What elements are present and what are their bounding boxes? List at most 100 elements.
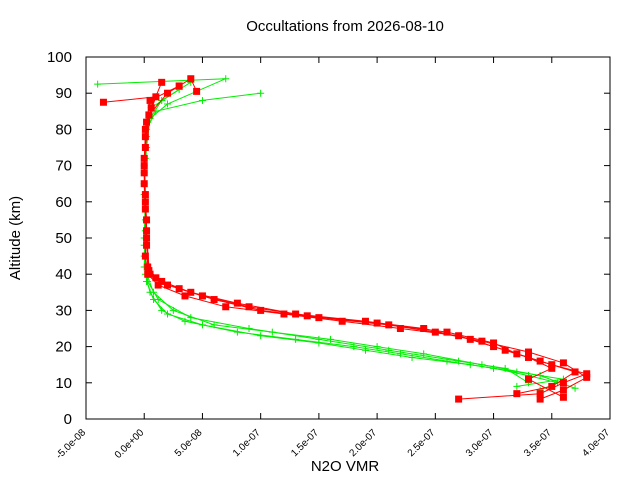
data-point-square	[559, 379, 567, 387]
data-point-plus	[164, 100, 172, 108]
data-point-plus	[373, 343, 381, 351]
data-point-square	[147, 104, 155, 112]
data-point-square	[524, 375, 532, 383]
data-point-plus	[222, 75, 230, 83]
data-point-square	[478, 337, 486, 345]
y-tick-label: 50	[55, 230, 72, 247]
data-point-plus	[245, 325, 253, 332]
data-point-square	[455, 332, 463, 340]
data-point-square	[280, 310, 288, 318]
y-axis-label: Altitude (km)	[7, 196, 24, 280]
data-point-square	[210, 296, 218, 304]
chart-title: Occultations from 2026-08-10	[246, 18, 444, 35]
y-tick-label: 80	[55, 121, 72, 138]
data-point-square	[315, 314, 323, 322]
data-point-square	[338, 317, 346, 325]
y-tick-label: 60	[55, 194, 72, 211]
data-point-square	[222, 303, 230, 311]
data-point-plus	[181, 317, 189, 325]
data-point-square	[536, 395, 544, 403]
data-point-plus	[513, 382, 521, 390]
data-point-plus	[154, 296, 162, 304]
data-point-square	[583, 373, 591, 381]
x-tick-label: -5.0e-08	[54, 427, 88, 461]
data-point-plus	[187, 314, 195, 322]
y-tick-label: 10	[55, 375, 72, 392]
data-point-square	[143, 241, 151, 249]
y-tick-label: 40	[55, 266, 72, 283]
data-point-plus	[455, 357, 463, 365]
x-tick-label: 3.0e-07	[464, 427, 496, 459]
data-point-square	[373, 319, 381, 327]
data-point-square	[164, 89, 172, 97]
data-point-square	[524, 348, 532, 356]
data-point-square	[431, 328, 439, 336]
data-point-square	[198, 292, 206, 300]
data-point-square	[187, 75, 195, 83]
data-point-square	[154, 281, 162, 289]
data-point-square	[144, 263, 152, 271]
data-point-square	[303, 312, 311, 320]
x-tick-label: 3.5e-07	[522, 427, 554, 459]
x-tick-label: 0.0e+00	[113, 427, 147, 461]
data-point-square	[141, 133, 149, 141]
data-point-square	[548, 382, 556, 390]
plot-area	[85, 56, 611, 420]
data-point-square	[141, 252, 149, 260]
data-point-plus	[94, 80, 102, 88]
data-point-square	[143, 118, 151, 126]
data-point-square	[396, 325, 404, 332]
data-point-square	[181, 292, 189, 300]
data-point-square	[145, 267, 153, 275]
data-point-square	[443, 328, 451, 336]
data-point-square	[164, 281, 172, 289]
data-point-square	[146, 270, 154, 278]
data-point-square	[193, 87, 201, 95]
y-tick-label: 100	[47, 49, 72, 66]
y-axis: 0 10 20 30 40 50 60 70 80 90 100	[47, 49, 610, 428]
data-point-square	[141, 125, 149, 133]
plot-frame	[85, 56, 611, 420]
data-point-plus	[144, 277, 152, 285]
data-point-square	[245, 303, 253, 311]
data-point-square	[559, 386, 567, 394]
x-axis-label: N2O VMR	[311, 458, 380, 475]
data-point-square	[158, 78, 166, 86]
data-point-square	[536, 357, 544, 365]
data-point-square	[559, 393, 567, 401]
data-point-square	[257, 306, 265, 314]
x-axis: -5.0e-08 0.0e+00 5.0e-08 1.0e-07 1.5e-07 2.0e…	[54, 57, 612, 461]
data-point-plus	[571, 384, 579, 392]
data-point-square	[559, 359, 567, 367]
series-1-profile-line	[143, 81, 576, 389]
data-point-square	[513, 390, 521, 398]
data-point-plus	[385, 346, 393, 354]
data-point-square	[420, 325, 428, 332]
data-point-square	[548, 364, 556, 372]
data-point-plus	[420, 350, 428, 358]
x-tick-label: 5.0e-08	[173, 427, 205, 459]
y-tick-label: 90	[55, 85, 72, 102]
data-point-square	[141, 205, 149, 213]
data-point-square	[143, 216, 151, 224]
y-tick-label: 20	[55, 339, 72, 356]
data-point-square	[361, 317, 369, 325]
data-point-plus	[210, 321, 218, 329]
data-point-plus	[257, 89, 265, 97]
data-point-plus	[501, 364, 509, 372]
data-point-square	[455, 395, 463, 403]
data-point-square	[145, 111, 153, 119]
data-point-plus	[350, 343, 358, 351]
series-2	[99, 75, 591, 403]
series-layer	[94, 75, 591, 403]
data-point-square	[490, 343, 498, 351]
data-point-square	[524, 353, 532, 361]
y-tick-label: 70	[55, 158, 72, 175]
data-point-plus	[408, 353, 416, 361]
x-tick-label: 2.0e-07	[347, 427, 379, 459]
data-point-plus	[198, 321, 206, 329]
data-point-square	[490, 339, 498, 347]
data-point-plus	[198, 96, 206, 104]
x-tick-label: 2.5e-07	[406, 427, 438, 459]
y-tick-label: 30	[55, 302, 72, 319]
